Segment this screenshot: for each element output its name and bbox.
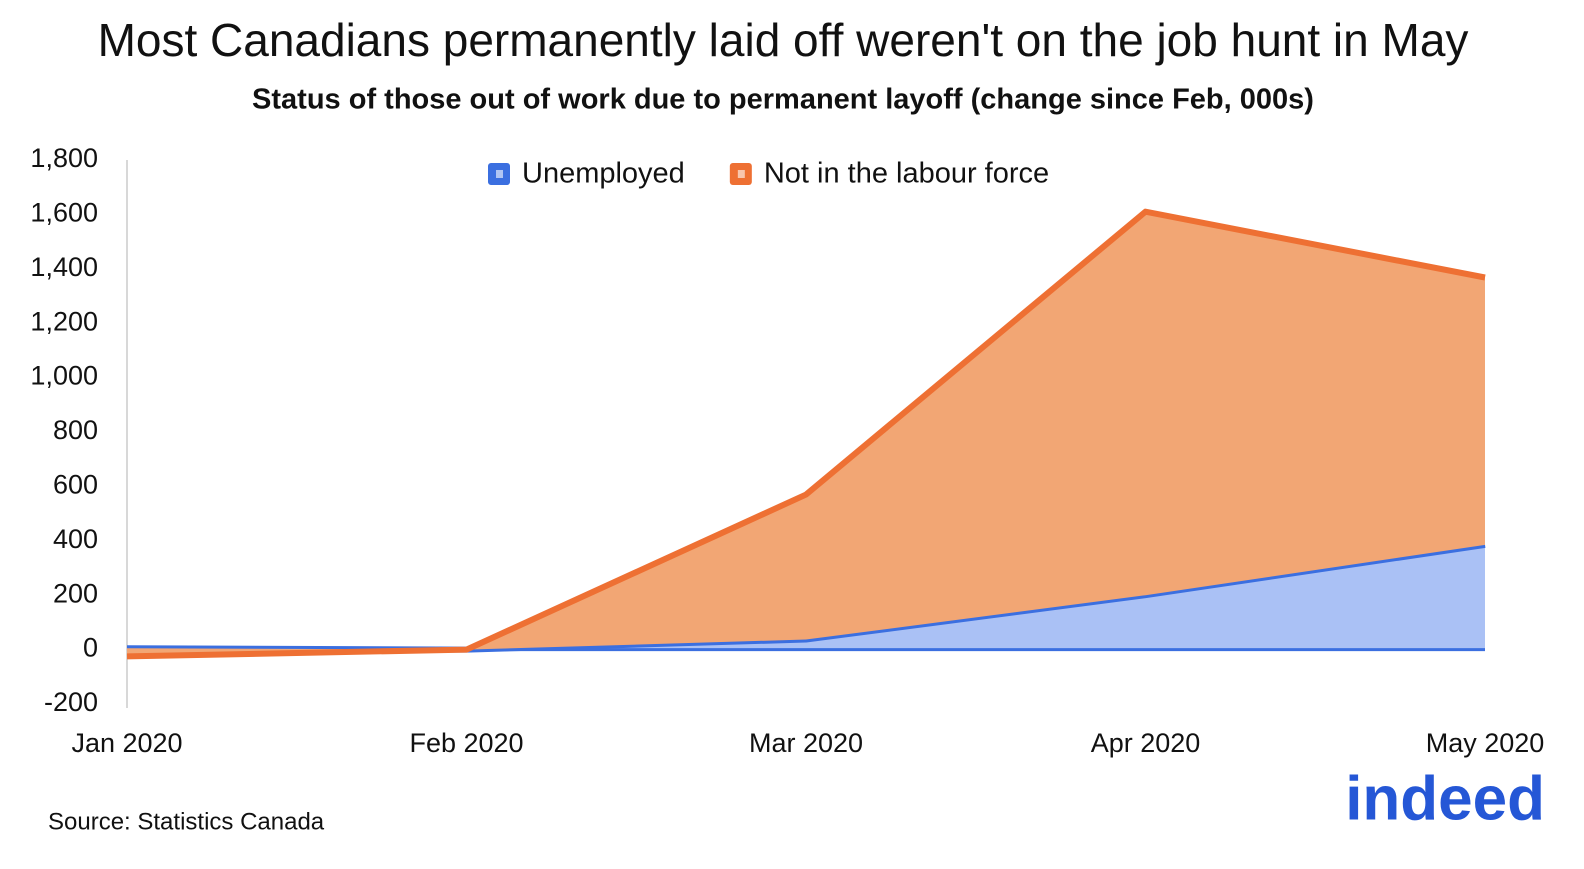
y-tick-label: 1,600: [30, 198, 98, 228]
y-tick-label: 1,200: [30, 306, 98, 336]
y-tick-label: 800: [53, 415, 98, 445]
x-tick-label: Apr 2020: [1091, 728, 1201, 758]
x-tick-label: Feb 2020: [409, 728, 523, 758]
y-tick-label: 1,800: [30, 143, 98, 173]
x-tick-label: Jan 2020: [71, 728, 182, 758]
y-tick-label: 600: [53, 470, 98, 500]
legend-label: Not in the labour force: [764, 158, 1049, 190]
y-tick-label: 400: [53, 524, 98, 554]
y-tick-label: 1,000: [30, 361, 98, 391]
y-tick-label: 1,400: [30, 252, 98, 282]
logo: indeed: [1345, 764, 1545, 833]
x-tick-label: Mar 2020: [749, 728, 863, 758]
x-tick-label: May 2020: [1426, 728, 1545, 758]
legend-swatch-inner: [496, 170, 503, 178]
legend-label: Unemployed: [522, 158, 685, 190]
y-tick-label: 200: [53, 578, 98, 608]
chart-subtitle: Status of those out of work due to perma…: [252, 84, 1314, 116]
y-tick-label: 0: [83, 633, 98, 663]
legend-swatch-inner: [737, 170, 745, 178]
area: [127, 544, 1485, 650]
area-line: [126, 208, 1486, 660]
chart-title: Most Canadians permanently laid off were…: [98, 14, 1469, 66]
y-tick-label: -200: [44, 687, 98, 717]
area: [127, 211, 1485, 657]
source: Source: Statistics Canada: [48, 808, 325, 835]
